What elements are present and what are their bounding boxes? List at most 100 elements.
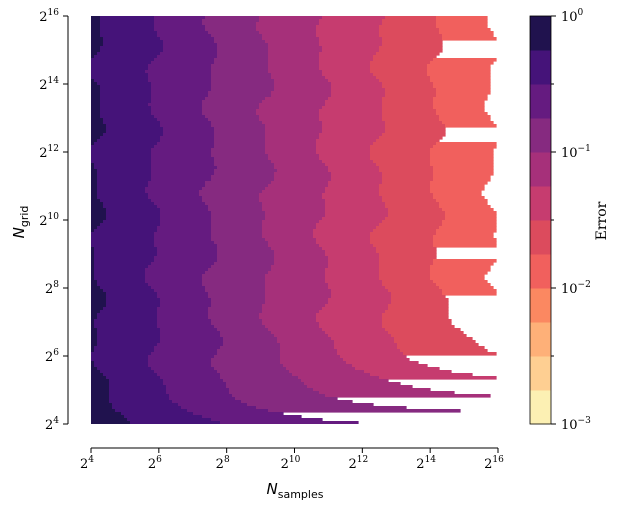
contour-cell (91, 376, 107, 380)
contour-cell (379, 31, 440, 35)
contour-cell (265, 301, 329, 305)
contour-cell (100, 94, 152, 98)
contour-cell (376, 52, 440, 56)
contour-cell (202, 274, 266, 278)
contour-cell (322, 193, 380, 197)
contour-cell (94, 277, 146, 281)
contour-cell (265, 130, 323, 134)
contour-cell (430, 277, 485, 281)
contour-cell (148, 361, 212, 365)
contour-cell (217, 370, 290, 374)
contour-cell (202, 19, 260, 23)
contour-cell (91, 322, 95, 326)
contour-cell (145, 70, 212, 74)
contour-cell (217, 250, 275, 254)
contour-cell (163, 127, 215, 131)
contour-cell (376, 226, 440, 230)
contour-cell (286, 367, 356, 371)
contour-cell (316, 142, 374, 146)
contour-cell (151, 97, 206, 101)
contour-cell (430, 274, 485, 278)
contour-cell (265, 139, 317, 143)
contour-cell (205, 271, 269, 275)
contour-cell (91, 79, 95, 83)
contour-cell (382, 43, 443, 47)
contour-cell (91, 112, 101, 116)
contour-cell (91, 223, 101, 227)
contour-cell (166, 388, 230, 392)
contour-cell (388, 208, 443, 212)
contour-cell (208, 94, 272, 98)
contour-cell (370, 64, 428, 68)
contour-cell (91, 175, 98, 179)
y-tick-label: 214 (39, 76, 59, 93)
contour-cell (280, 343, 335, 347)
contour-cell (145, 271, 206, 275)
contour-cell (382, 19, 437, 23)
contour-cell (436, 25, 488, 29)
contour-cell (385, 124, 446, 128)
contour-cell (211, 235, 263, 239)
contour-cell (91, 418, 128, 422)
contour-cell (268, 157, 320, 161)
contour-cell (382, 280, 434, 284)
contour-cell (91, 25, 101, 29)
contour-cell (340, 355, 407, 359)
contour-cell (91, 364, 95, 368)
contour-cell (91, 271, 95, 275)
y-tick-label: 216 (39, 8, 59, 25)
contour-cell (94, 346, 155, 350)
contour-cell (91, 316, 98, 320)
contour-cell (259, 196, 323, 200)
contour-cell (226, 382, 305, 386)
contour-cell (259, 103, 326, 107)
contour-cell (109, 385, 167, 389)
contour-cell (322, 49, 380, 53)
contour-cell (391, 298, 449, 302)
contour-cell (100, 19, 155, 23)
contour-cell (94, 166, 152, 170)
contour-cell (430, 163, 494, 167)
contour-cell (442, 37, 497, 41)
contour-cell (331, 91, 386, 95)
contour-cell (91, 415, 125, 419)
contour-cell (151, 163, 215, 167)
contour-cell (151, 157, 215, 161)
contour-cell (94, 250, 158, 254)
contour-cell (382, 106, 434, 110)
contour-cell (148, 265, 212, 269)
contour-cell (178, 403, 248, 407)
contour-cell (91, 286, 101, 290)
contour-cell (433, 103, 485, 107)
contour-cell (304, 382, 401, 386)
contour-cell (379, 193, 434, 197)
contour-cell (391, 301, 449, 305)
contour-cell (322, 106, 383, 110)
contour-cell (331, 292, 392, 296)
contour-cell (298, 376, 380, 380)
contour-cell (262, 34, 317, 38)
contour-cell (325, 277, 380, 281)
contour-cell (319, 133, 383, 137)
contour-cell (103, 307, 158, 311)
contour-cell (307, 385, 413, 389)
contour-cell (217, 352, 281, 356)
contour-cell (94, 271, 146, 275)
contour-cell (268, 271, 326, 275)
contour-cell (433, 106, 485, 110)
contour-cell (106, 124, 161, 128)
contour-cell (436, 283, 491, 287)
contour-cell (94, 265, 149, 269)
contour-cell (214, 127, 266, 131)
contour-cell (163, 382, 227, 386)
contour-cell (91, 409, 116, 413)
contour-cell (91, 127, 107, 131)
contour-cell (379, 271, 431, 275)
contour-cell (382, 112, 437, 116)
y-tick-label: 28 (45, 280, 59, 297)
contour-cell (214, 142, 266, 146)
contour-cell (265, 292, 332, 296)
contour-cell (436, 232, 494, 236)
contour-cell (145, 274, 203, 278)
contour-cell (211, 226, 263, 230)
